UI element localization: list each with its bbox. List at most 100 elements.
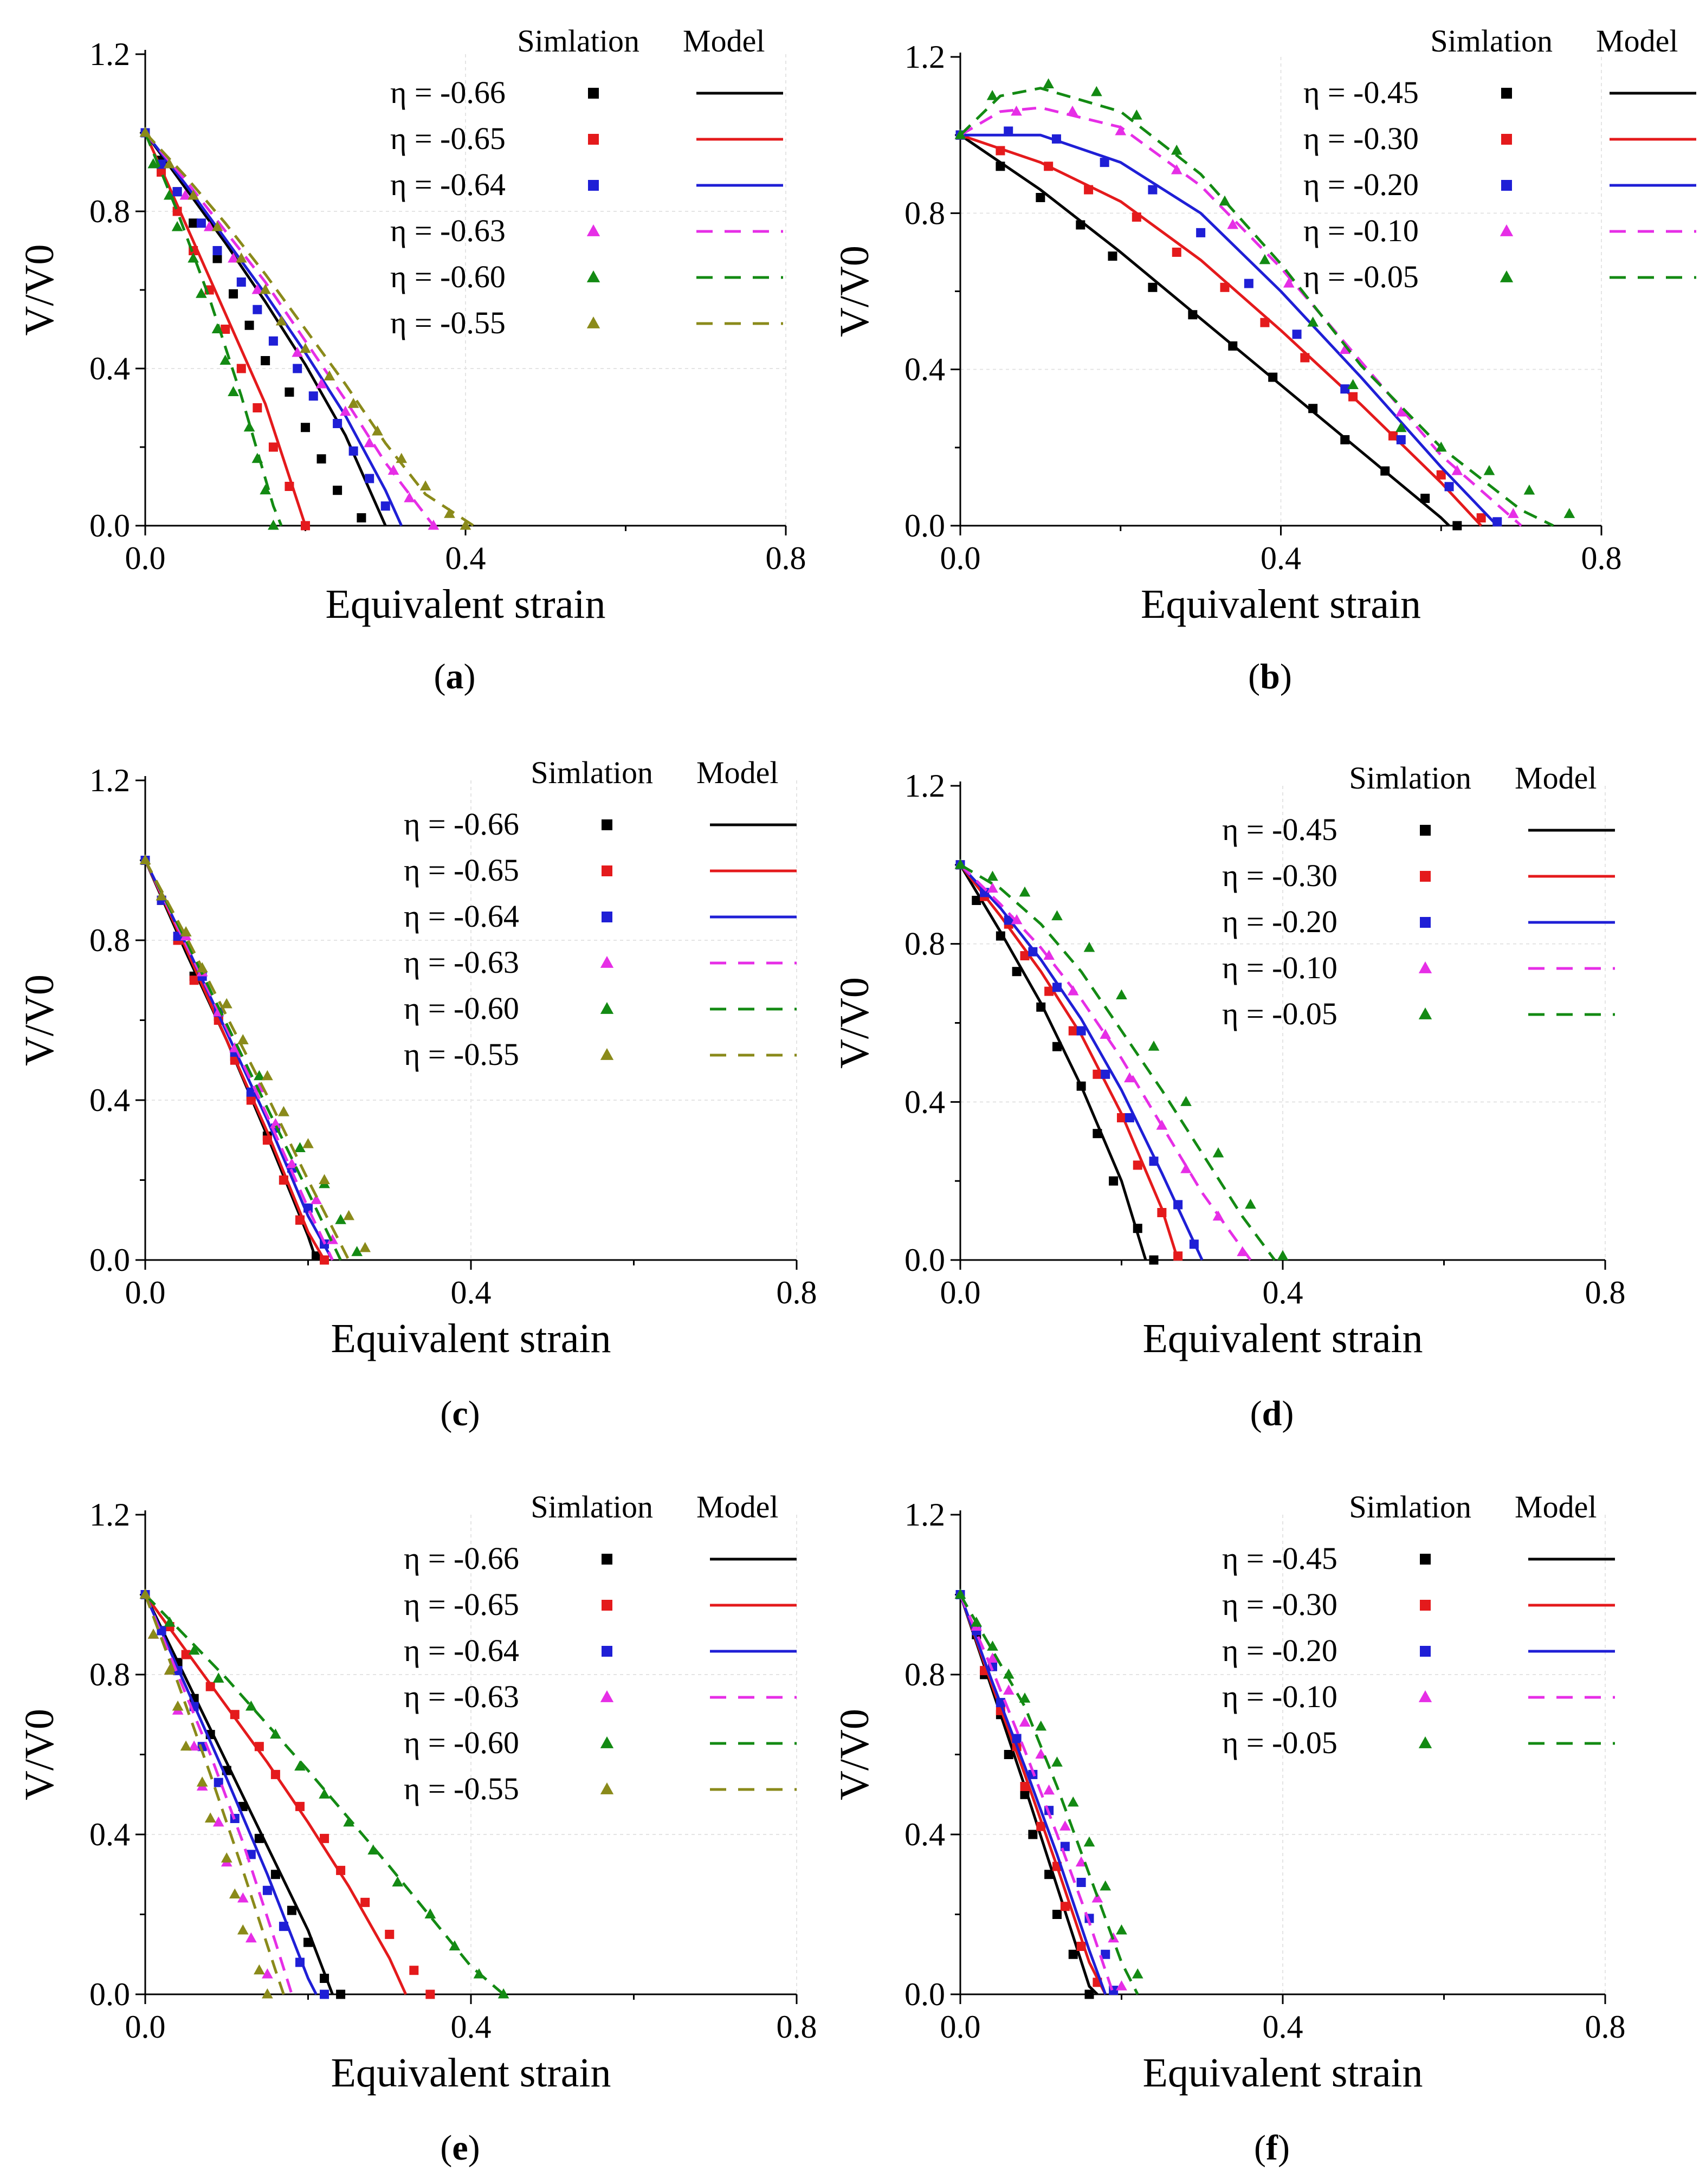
sim-point (425, 1989, 435, 1999)
sim-point (270, 1769, 280, 1779)
model-curve (959, 134, 1450, 527)
sim-point (1068, 1949, 1078, 1959)
sim-point (996, 1698, 1005, 1708)
y-axis-title: V/V0 (832, 245, 877, 337)
model-curve (144, 1594, 408, 1995)
series-e-2 (140, 1590, 435, 1999)
y-tick-label: 0.4 (89, 351, 130, 386)
y-tick-label: 0.4 (904, 352, 945, 387)
legend-marker (588, 88, 599, 99)
sim-point (1212, 1147, 1224, 1158)
legend: Simlation Model η = -0.45 η = -0.30 η = -0.2… (1222, 760, 1615, 1031)
sim-point (1476, 513, 1486, 523)
sim-point (1028, 1830, 1038, 1839)
sim-point (336, 1865, 346, 1875)
legend-label: η = -0.45 (1303, 75, 1419, 110)
model-curve (144, 132, 307, 526)
sim-point (253, 1070, 265, 1081)
y-tick-label: 0.8 (89, 1657, 130, 1692)
x-tick-label: 0.4 (1261, 540, 1301, 576)
legend-label: η = -0.63 (404, 945, 519, 980)
sim-point (279, 1175, 288, 1185)
sim-point (387, 464, 399, 475)
sim-point (348, 446, 358, 456)
legend-marker (1420, 825, 1431, 836)
legend-label: η = -0.45 (1222, 1541, 1337, 1576)
legend-header-model: Model (696, 1489, 778, 1524)
sim-point (1307, 316, 1319, 327)
sim-point (245, 1932, 257, 1943)
sim-point (270, 1118, 281, 1128)
legend-marker (602, 1600, 612, 1611)
x-axis-title: Equivalent strain (1141, 581, 1421, 627)
sim-point (212, 1816, 224, 1827)
sim-point (189, 218, 198, 228)
x-tick-label: 0.0 (940, 1275, 981, 1310)
legend-marker (1418, 1007, 1432, 1019)
sim-point (294, 1142, 306, 1152)
sim-point (1420, 494, 1430, 503)
legend-label: η = -0.30 (1222, 1587, 1337, 1622)
panel-caption: (e) (440, 2128, 480, 2168)
sim-point (1245, 1198, 1256, 1209)
x-tick-label: 0.0 (125, 1275, 166, 1310)
y-tick-label: 0.4 (904, 1084, 945, 1120)
x-tick-label: 0.8 (1585, 1275, 1626, 1310)
sim-point (336, 1989, 346, 1999)
sim-point (1043, 78, 1055, 88)
sim-point (333, 486, 343, 495)
y-tick-label: 0.0 (89, 1976, 130, 2012)
sim-point (244, 320, 254, 330)
sim-point (497, 1988, 509, 1999)
sim-point (357, 513, 366, 522)
panel-caption: (f) (1254, 2128, 1290, 2168)
model-curve (144, 860, 342, 1261)
series-f-1 (955, 1590, 1098, 1999)
sim-point (1396, 435, 1406, 444)
sim-point (1277, 1250, 1289, 1261)
sim-point (230, 1710, 240, 1720)
sim-point (221, 325, 230, 334)
series-a-6 (139, 126, 475, 530)
sim-point (268, 442, 278, 452)
sim-point (319, 1174, 330, 1184)
sim-point (147, 158, 159, 169)
sim-point (260, 484, 271, 495)
y-tick-label: 0.8 (89, 193, 130, 229)
y-axis-title: V/V0 (17, 244, 62, 336)
sim-point (1059, 1820, 1071, 1831)
sim-point (324, 370, 335, 380)
sim-point (1492, 517, 1502, 527)
sim-point (1019, 1692, 1031, 1703)
sim-point (1083, 941, 1095, 952)
legend-marker (602, 912, 612, 922)
y-tick-label: 1.2 (904, 1497, 945, 1533)
y-tick-label: 0.8 (89, 922, 130, 958)
series-d-4 (954, 858, 1252, 1261)
sim-point (1212, 1210, 1224, 1221)
sim-point (1300, 353, 1310, 363)
sim-point (204, 1812, 216, 1823)
sim-point (228, 386, 239, 396)
sim-point (996, 931, 1005, 941)
sim-point (1051, 134, 1061, 144)
sim-point (1052, 983, 1062, 992)
model-curve (144, 860, 350, 1261)
sim-point (996, 161, 1005, 171)
model-curve (144, 132, 403, 527)
legend-label: η = -0.20 (1222, 1633, 1337, 1668)
y-axis-title: V/V0 (17, 974, 62, 1066)
sim-point (1259, 254, 1271, 264)
legend-label: η = -0.30 (1222, 858, 1337, 893)
sim-point (236, 277, 246, 287)
sim-point (229, 1888, 241, 1899)
legend-marker (588, 134, 599, 145)
sim-point (253, 1082, 265, 1093)
series-a-2 (140, 128, 310, 531)
sim-point (188, 252, 199, 263)
sim-point (1003, 1668, 1014, 1679)
sim-point (986, 90, 998, 100)
legend-marker (1500, 270, 1514, 282)
sim-point (1067, 1796, 1079, 1807)
sim-point (1060, 1902, 1070, 1911)
